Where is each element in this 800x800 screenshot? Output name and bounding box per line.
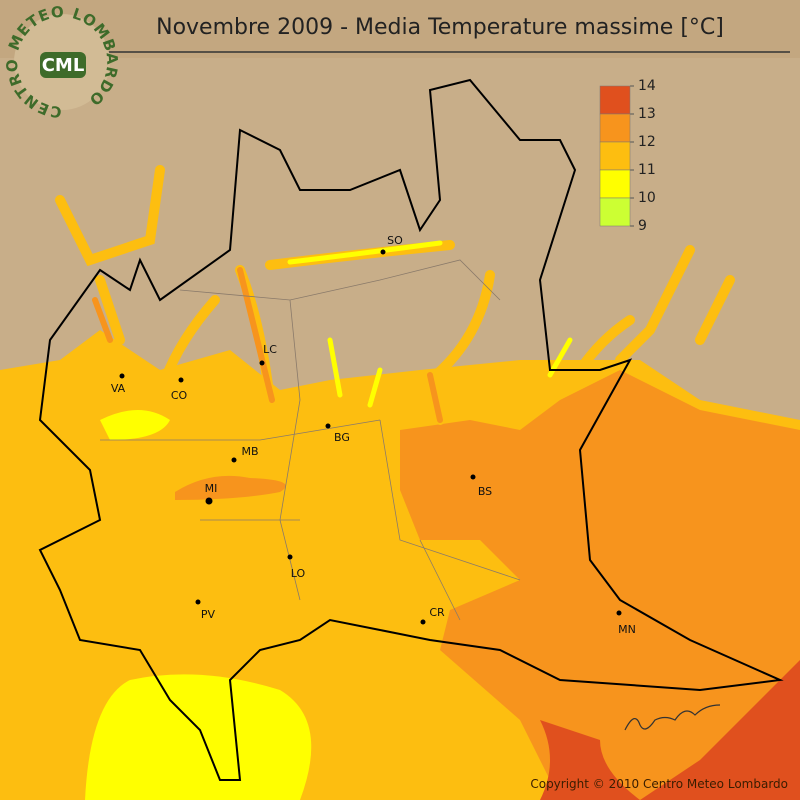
city-label: LC: [263, 343, 277, 356]
city-dot: [195, 599, 201, 605]
city-label: MB: [241, 445, 258, 458]
city-label: PV: [201, 608, 216, 621]
legend-tick-label: 11: [638, 162, 656, 178]
signature: [624, 704, 721, 731]
valley: [287, 240, 573, 408]
legend-swatch: [599, 85, 631, 115]
city-label: CR: [429, 606, 445, 619]
city-dot: [178, 377, 184, 383]
legend-tick-label: 14: [638, 78, 656, 94]
legend-tick-label: 10: [638, 190, 656, 206]
city-dot: [259, 360, 265, 366]
logo-initials: CML: [42, 55, 85, 76]
city-label: CO: [171, 389, 188, 402]
field-10-11: [85, 674, 312, 800]
province-lines: [100, 259, 521, 621]
legend-tick-label: 13: [638, 106, 656, 122]
legend-tick-label: 9: [638, 218, 647, 234]
city-dot: [616, 610, 622, 616]
city-label: SO: [387, 234, 403, 247]
field-13-14: [540, 720, 640, 800]
city-dot: [287, 554, 293, 560]
city-dot: [470, 474, 476, 480]
region-border: [38, 78, 784, 781]
legend-swatch: [599, 169, 631, 199]
city-dot: [420, 619, 426, 625]
field-10-11: [100, 410, 170, 440]
city-dot: [205, 497, 213, 505]
cities: SO LC VA CO BG MB MI BS LO PV CR MN: [111, 234, 636, 636]
legend-swatch: [599, 141, 631, 171]
valley: [92, 267, 443, 423]
legend-swatch: [599, 197, 631, 227]
legend: 14 13 12 11 10 9: [599, 78, 656, 234]
city-label: LO: [291, 567, 306, 580]
title: Novembre 2009 - Media Temperature massim…: [156, 15, 724, 40]
title-bar: [0, 0, 800, 58]
valleys: [55, 165, 735, 425]
city-label: MN: [618, 623, 636, 636]
city-label: MI: [205, 482, 218, 495]
field-13-14: [640, 660, 800, 800]
city-dot: [119, 373, 125, 379]
city-dot: [231, 457, 237, 463]
city-dot: [380, 249, 386, 255]
city-label: BG: [334, 431, 350, 444]
city-label: BS: [478, 485, 492, 498]
logo-badge: [40, 52, 86, 78]
copyright: Copyright © 2010 Centro Meteo Lombardo: [530, 777, 788, 791]
legend-swatch: [599, 113, 631, 143]
city-dot: [325, 423, 331, 429]
field-12-13: [400, 370, 800, 800]
city-label: VA: [111, 382, 126, 395]
legend-tick-label: 12: [638, 134, 656, 150]
field-12-13: [175, 475, 286, 500]
